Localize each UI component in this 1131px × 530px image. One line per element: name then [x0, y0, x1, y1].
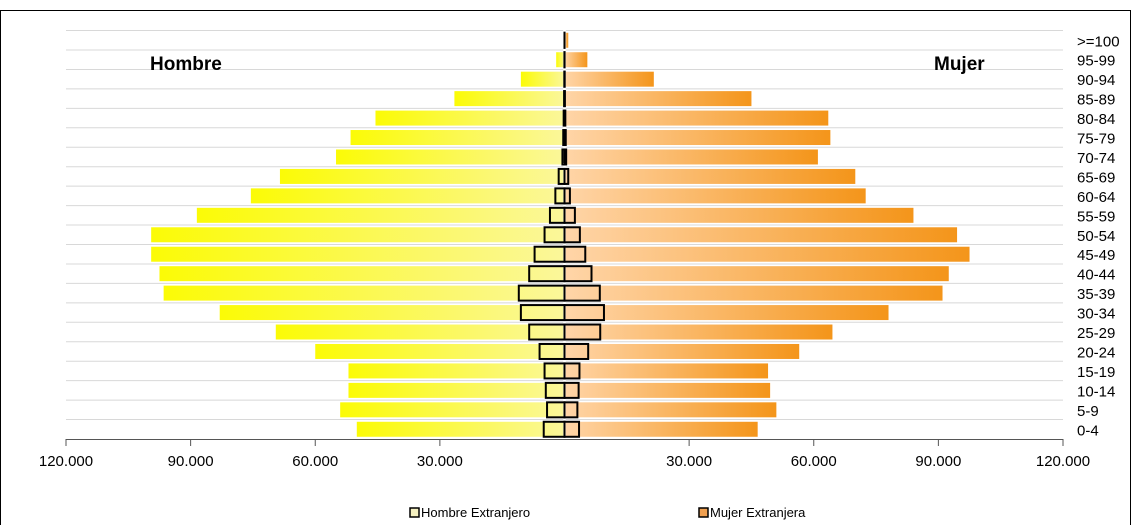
bar-hombre [151, 227, 564, 242]
bar-hombre [454, 91, 564, 106]
age-label: 10-14 [1077, 383, 1115, 400]
bar-mujer [565, 72, 654, 87]
bar-mujer [565, 208, 914, 223]
bar-hombre [280, 169, 565, 184]
age-label: 45-49 [1077, 247, 1115, 264]
right-side-label: Mujer [934, 54, 985, 75]
bar-mujer [565, 344, 800, 359]
legend-swatch-hombre-extranjero [410, 508, 419, 517]
bar-mujer-extranjera [565, 149, 567, 164]
age-label: 35-39 [1077, 286, 1115, 303]
x-tick-label: 30.000 [417, 453, 463, 470]
bar-mujer [565, 91, 752, 106]
bar-hombre [276, 325, 565, 340]
age-label: 50-54 [1077, 228, 1115, 245]
bar-mujer [565, 130, 831, 145]
bar-mujer [565, 266, 949, 281]
bar-mujer [565, 363, 769, 378]
bar-hombre [348, 363, 564, 378]
bar-hombre [340, 402, 564, 417]
age-label: 70-74 [1077, 150, 1115, 167]
x-axis-ticks: 120.000 90.000 60.000 30.000 30.000 60.000 90.… [39, 439, 1090, 470]
age-label: 0-4 [1077, 422, 1099, 439]
bar-mujer-extranjera [565, 130, 566, 145]
legend-label-mujer-extranjera: Mujer Extranjera [710, 505, 806, 520]
age-label: 15-19 [1077, 364, 1115, 381]
age-label: >=100 [1077, 33, 1120, 50]
bar-mujer [565, 383, 771, 398]
x-tick-label: 120.000 [1036, 453, 1090, 470]
bar-mujer [565, 188, 866, 203]
bar-hombre [351, 130, 565, 145]
x-tick-label: 120.000 [39, 453, 93, 470]
age-label: 75-79 [1077, 131, 1115, 148]
legend: Hombre Extranjero Mujer Extranjera [410, 505, 806, 520]
bar-hombre [375, 111, 564, 126]
bar-hombre [159, 266, 564, 281]
x-tick-label: 30.000 [666, 453, 712, 470]
x-tick-label: 60.000 [791, 453, 837, 470]
age-label: 5-9 [1077, 403, 1099, 420]
bar-mujer [565, 169, 856, 184]
x-tick-label: 90.000 [168, 453, 214, 470]
legend-swatch-mujer-extranjera [699, 508, 708, 517]
bar-hombre [336, 149, 564, 164]
legend-label-hombre-extranjero: Hombre Extranjero [421, 505, 530, 520]
left-side-label: Hombre [150, 54, 222, 75]
bar-hombre [220, 305, 565, 320]
age-label: 80-84 [1077, 111, 1115, 128]
bar-mujer [565, 286, 943, 301]
bar-mujer [565, 227, 958, 242]
bar-mujer [565, 422, 758, 437]
age-labels: 0-4 5-9 10-14 15-19 20-24 25-29 30-34 35-39 40-4… [1077, 33, 1120, 439]
bar-hombre [164, 286, 565, 301]
bar-mujer-extranjera [565, 111, 566, 126]
bar-hombre [151, 247, 564, 262]
age-label: 95-99 [1077, 53, 1115, 70]
age-label: 55-59 [1077, 208, 1115, 225]
bar-mujer [565, 402, 777, 417]
age-label: 40-44 [1077, 267, 1115, 284]
bar-mujer [565, 149, 818, 164]
bar-mujer [565, 247, 970, 262]
bar-mujer [565, 52, 588, 67]
age-label: 65-69 [1077, 169, 1115, 186]
age-label: 30-34 [1077, 306, 1115, 323]
x-tick-label: 60.000 [292, 453, 338, 470]
x-tick-label: 90.000 [915, 453, 961, 470]
age-label: 85-89 [1077, 92, 1115, 109]
bar-hombre [197, 208, 565, 223]
age-label: 25-29 [1077, 325, 1115, 342]
age-label: 20-24 [1077, 344, 1115, 361]
bar-hombre [315, 344, 564, 359]
bar-mujer [565, 305, 889, 320]
bar-mujer [565, 111, 829, 126]
bar-mujer [565, 325, 833, 340]
bar-hombre [521, 72, 565, 87]
bar-hombre [348, 383, 564, 398]
bar-hombre [251, 188, 565, 203]
age-label: 60-64 [1077, 189, 1115, 206]
bar-hombre [357, 422, 565, 437]
age-label: 90-94 [1077, 72, 1115, 89]
